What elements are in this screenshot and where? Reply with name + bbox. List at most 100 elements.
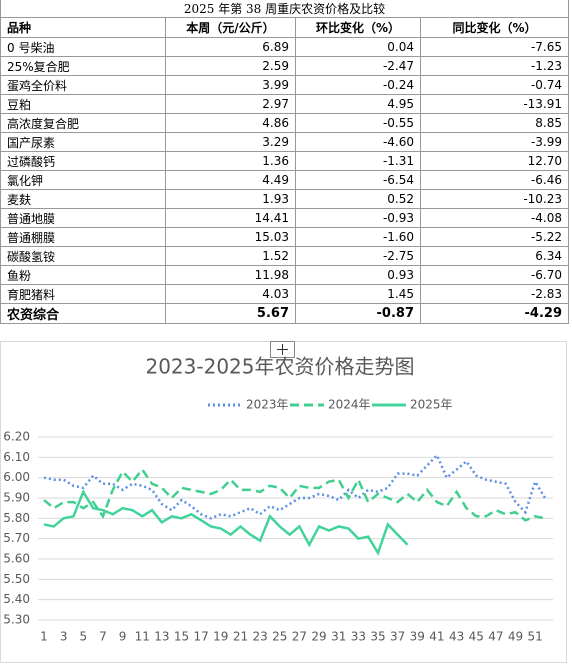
table-cell: 1.93 <box>165 189 296 209</box>
y-tick-label: 5.70 <box>3 531 30 545</box>
table-cell: 14.41 <box>165 208 296 228</box>
table-cell: 1.45 <box>295 284 421 304</box>
x-tick-label: 15 <box>174 630 189 644</box>
table-cell: 碳酸氢铵 <box>0 246 166 266</box>
x-tick-label: 35 <box>370 630 385 644</box>
y-tick-label: 5.50 <box>3 572 30 586</box>
x-tick-label: 43 <box>449 630 464 644</box>
table-cell: 1.52 <box>165 246 296 266</box>
table-cell: 25%复合肥 <box>0 56 166 76</box>
table-cell: 鱼粉 <box>0 265 166 285</box>
table-cell: -6.70 <box>419 265 570 285</box>
y-tick-label: 6.10 <box>3 450 30 464</box>
table-row: 国产尿素 3.29 -4.60 -3.99 <box>0 132 570 152</box>
table-cell: -0.74 <box>419 75 570 95</box>
table-row: 育肥猪料 4.03 1.45 -2.83 <box>0 284 570 304</box>
table-cell: -6.46 <box>419 170 570 190</box>
table-cell: 育肥猪料 <box>0 284 166 304</box>
x-tick-label: 21 <box>233 630 248 644</box>
x-tick-label: 5 <box>79 630 87 644</box>
table-cell: -0.93 <box>295 208 421 228</box>
table-cell: -0.87 <box>295 303 421 324</box>
y-tick-label: 6.00 <box>3 470 30 484</box>
table-row: 普通棚膜 15.03 -1.60 -5.22 <box>0 227 570 247</box>
table-row: 高浓度复合肥 4.86 -0.55 8.85 <box>0 113 570 133</box>
table-cell: 3.29 <box>165 132 296 152</box>
table-cell: -7.65 <box>419 37 570 57</box>
x-tick-label: 41 <box>429 630 444 644</box>
series-line <box>43 453 547 520</box>
table-cell: -2.47 <box>295 56 421 76</box>
x-tick-label: 11 <box>135 630 150 644</box>
table-row: 鱼粉 11.98 0.93 -6.70 <box>0 265 570 285</box>
x-tick-label: 45 <box>469 630 484 644</box>
series-line <box>43 467 546 522</box>
table-cell: 氯化钾 <box>0 170 166 190</box>
x-tick-label: 19 <box>213 630 228 644</box>
x-tick-label: 27 <box>292 630 307 644</box>
table-cell: 4.03 <box>165 284 296 304</box>
header-cell: 同比变化（%） <box>419 17 570 38</box>
x-tick-label: 47 <box>488 630 503 644</box>
table-cell: 2.97 <box>165 94 296 114</box>
x-tick-label: 37 <box>390 630 405 644</box>
chart-frame <box>0 341 567 663</box>
table-cell: -3.99 <box>419 132 570 152</box>
expand-button[interactable] <box>270 341 295 358</box>
table-row: 普通地膜 14.41 -0.93 -4.08 <box>0 208 570 228</box>
table-row: 碳酸氢铵 1.52 -2.75 6.34 <box>0 246 570 266</box>
table-cell: 4.86 <box>165 113 296 133</box>
header-cell: 环比变化（%） <box>295 17 421 38</box>
legend-label: 2023年 <box>246 398 289 412</box>
price-table: 2025 年第 38 周重庆农资价格及比较 品种 本周（元/公斤） 环比变化（%）同… <box>0 0 570 324</box>
table-cell: 普通棚膜 <box>0 227 166 247</box>
x-tick-label: 29 <box>311 630 326 644</box>
table-cell: 1.36 <box>165 151 296 171</box>
table-row: 过磷酸钙 1.36 -1.31 12.70 <box>0 151 570 171</box>
table-cell: 豆粕 <box>0 94 166 114</box>
table-cell: 麦麸 <box>0 189 166 209</box>
y-tick-label: 5.80 <box>3 511 30 525</box>
table-cell: -0.55 <box>295 113 421 133</box>
x-tick-label: 33 <box>351 630 366 644</box>
y-tick-label: 6.20 <box>3 430 30 444</box>
table-row: 0 号柴油 6.89 0.04 -7.65 <box>0 37 570 57</box>
table-row: 氯化钾 4.49 -6.54 -6.46 <box>0 170 570 190</box>
table-cell: 高浓度复合肥 <box>0 113 166 133</box>
x-tick-label: 7 <box>99 630 107 644</box>
x-tick-label: 39 <box>410 630 425 644</box>
header-cell: 品种 <box>0 17 166 38</box>
table-row: 25%复合肥 2.59 -2.47 -1.23 <box>0 56 570 76</box>
header-row: 品种 本周（元/公斤） 环比变化（%） 同比变化（%） <box>0 17 570 38</box>
legend-label: 2024年 <box>328 398 371 412</box>
table-cell: 0.52 <box>295 189 421 209</box>
table-row: 麦麸 1.93 0.52 -10.23 <box>0 189 570 209</box>
title-row: 2025 年第 38 周重庆农资价格及比较 <box>0 0 570 18</box>
table-cell: -4.08 <box>419 208 570 228</box>
table-cell: -2.83 <box>419 284 570 304</box>
table-cell: 国产尿素 <box>0 132 166 152</box>
table-row: 农资综合 5.67 -0.87 -4.29 <box>0 303 570 324</box>
table-cell: -10.23 <box>419 189 570 209</box>
table-cell: 蛋鸡全价料 <box>0 75 166 95</box>
table-cell: 6.34 <box>419 246 570 266</box>
table-cell: 6.89 <box>165 37 296 57</box>
y-tick-label: 5.60 <box>3 552 30 566</box>
table-title: 2025 年第 38 周重庆农资价格及比较 <box>0 0 570 18</box>
table-cell: 5.67 <box>165 303 296 324</box>
table-cell: -13.91 <box>419 94 570 114</box>
table-cell: 过磷酸钙 <box>0 151 166 171</box>
table-cell: 0 号柴油 <box>0 37 166 57</box>
table-cell: -2.75 <box>295 246 421 266</box>
table-cell: -6.54 <box>295 170 421 190</box>
table-cell: 农资综合 <box>0 303 166 324</box>
table-cell: -1.23 <box>419 56 570 76</box>
header-cell: 本周（元/公斤） <box>165 17 296 38</box>
table-cell: 3.99 <box>165 75 296 95</box>
x-tick-label: 13 <box>154 630 169 644</box>
chart-title: 2023-2025年农资价格走势图 <box>145 355 414 379</box>
table-cell: -1.31 <box>295 151 421 171</box>
table-cell: -4.29 <box>419 303 570 324</box>
x-tick-label: 49 <box>508 630 523 644</box>
